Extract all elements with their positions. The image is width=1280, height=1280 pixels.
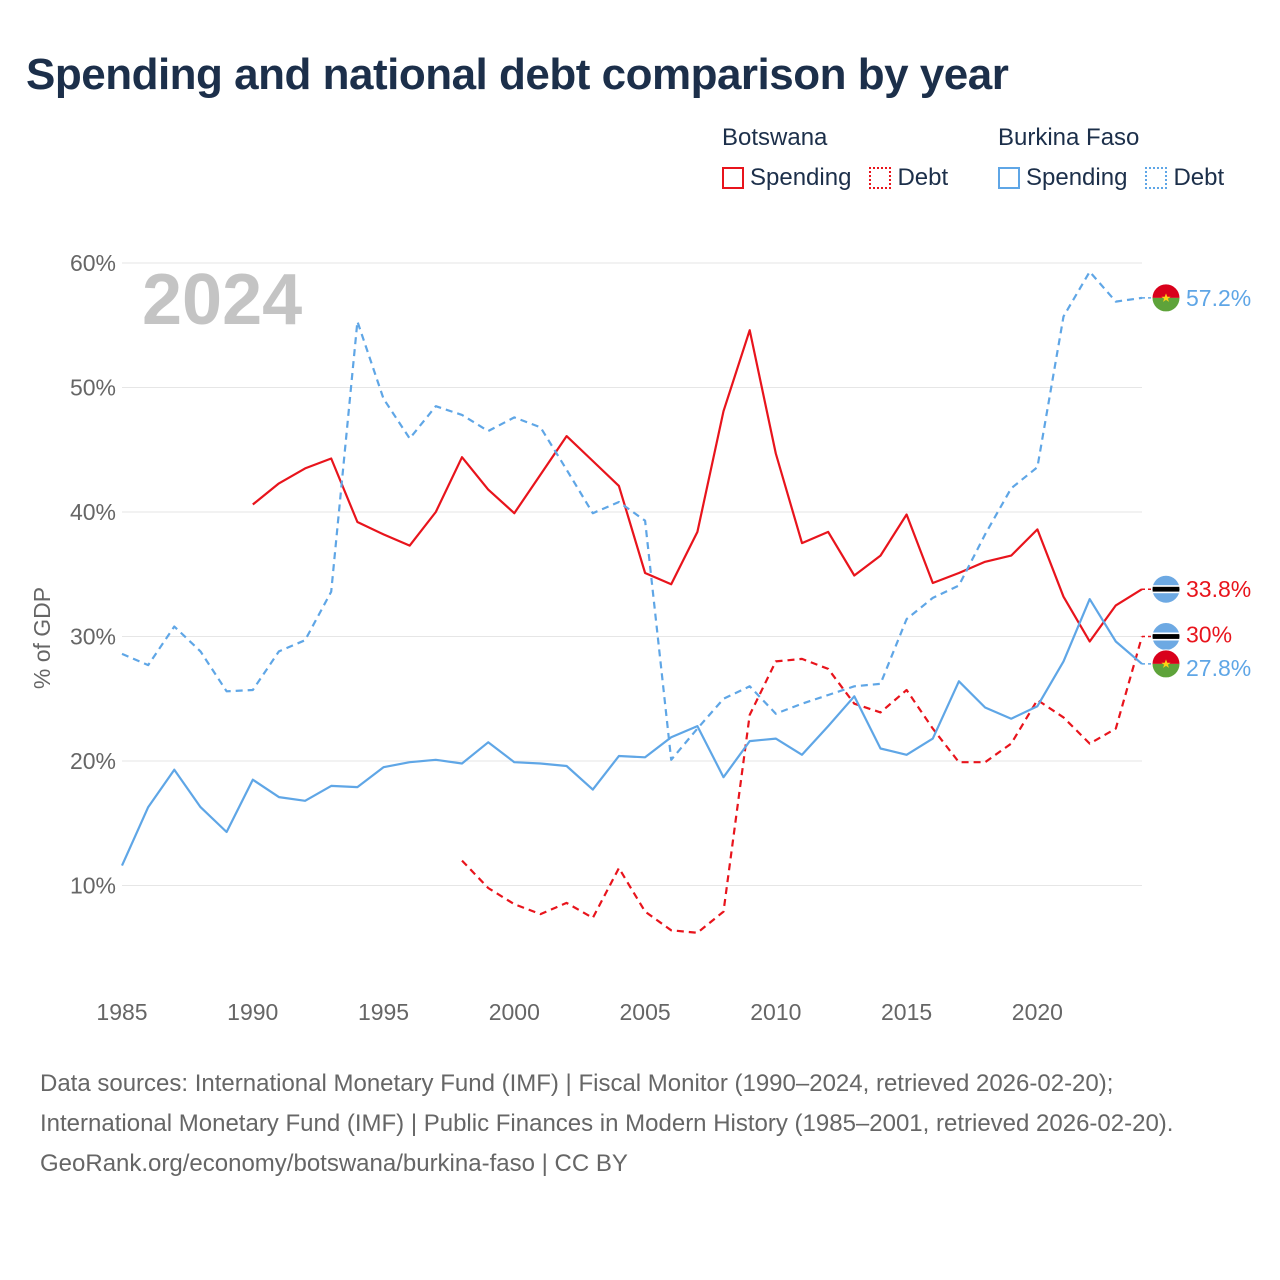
flag-band-green [1152,297,1180,312]
flag-outline [1151,283,1181,313]
axis-layer: 10% 20% 30% 40% 50% 60% 1985 1990 1995 2000 2005 20… [70,250,1063,1025]
legend-swatch-solid [722,167,744,189]
series-line-burkina-faso-debt [121,270,1143,761]
y-tick-label: 40% [70,499,116,525]
legend-label: Spending [1026,164,1128,191]
endpoint-layer: 33.8% 30% 27.8% 57.2% [1142,283,1251,681]
y-tick-label: 60% [70,250,116,276]
end-value-label: 27.8% [1186,655,1251,681]
x-tick-label: 2015 [881,999,932,1025]
x-tick-label: 2010 [750,999,801,1025]
legend-group-burkina-faso: Burkina Faso Spending Debt [998,124,1224,192]
legend-country-botswana: Botswana [722,124,828,151]
botswana-flag-icon [1151,574,1181,604]
flag-body [1152,283,1180,312]
flag-stripe-black [1152,634,1180,639]
line-chart: 10% 20% 30% 40% 50% 60% 1985 1990 1995 2000 2005 20… [29,250,1251,1025]
legend-swatch-dotted [1145,167,1168,189]
botswana-flag-icon [1151,622,1181,651]
legend-swatch-solid [998,167,1020,189]
x-tick-label: 1985 [96,999,147,1025]
y-tick-label: 10% [70,873,116,899]
year-watermark: 2024 [142,260,302,340]
series-line-burkina-faso-spending [120,598,1143,867]
x-tick-label: 2005 [619,999,670,1025]
star-icon [1161,659,1171,668]
legend-item-burkina-faso-spending[interactable]: Spending [998,164,1127,192]
legend-item-botswana-spending[interactable]: Spending [722,164,851,192]
grid-layer [122,262,1142,886]
legend-group-botswana: Botswana Spending Debt [722,124,948,192]
star-icon [1161,293,1171,302]
y-tick-label: 20% [70,748,116,774]
x-tick-label: 2000 [489,999,540,1025]
series-layer [120,270,1144,934]
y-tick-label: 30% [70,624,116,650]
burkina-faso-flag-icon [1151,283,1181,313]
series-line-botswana-spending [252,329,1143,643]
x-tick-label: 1995 [358,999,409,1025]
footer-credit: GeoRank.org/economy/botswana/burkina-fas… [40,1150,628,1177]
series-line-botswana-debt [461,636,1144,934]
flag-stripe-black [1152,586,1180,592]
y-tick-label: 50% [70,375,116,401]
flag-band-red [1152,283,1180,298]
end-value-label: 33.8% [1186,576,1251,602]
legend-item-botswana-debt[interactable]: Debt [869,164,948,192]
flag-body [1152,649,1180,678]
flag-band-red [1152,649,1180,664]
flag-body [1152,575,1180,604]
legend-swatch-dotted [869,167,892,189]
x-tick-label: 1990 [227,999,278,1025]
flag-body [1152,622,1180,651]
legend-label: Debt [1173,164,1225,191]
chart-title: Spending and national debt comparison by… [26,50,1009,99]
legend-country-burkina-faso: Burkina Faso [998,124,1140,151]
flag-outline [1151,649,1181,679]
y-axis-title: % of GDP [29,587,55,689]
end-value-label: 57.2% [1186,285,1251,311]
footer: Data sources: International Monetary Fun… [40,1064,1240,1184]
flag-outline [1151,574,1181,604]
legend-label: Spending [750,164,852,191]
footer-sources: Data sources: International Monetary Fun… [40,1070,1174,1137]
flag-band-green [1152,663,1180,678]
end-value-label: 30% [1186,622,1232,648]
x-tick-label: 2020 [1012,999,1063,1025]
burkina-faso-flag-icon [1151,649,1181,679]
legend-item-burkina-faso-debt[interactable]: Debt [1145,164,1224,192]
legend-label: Debt [897,164,949,191]
